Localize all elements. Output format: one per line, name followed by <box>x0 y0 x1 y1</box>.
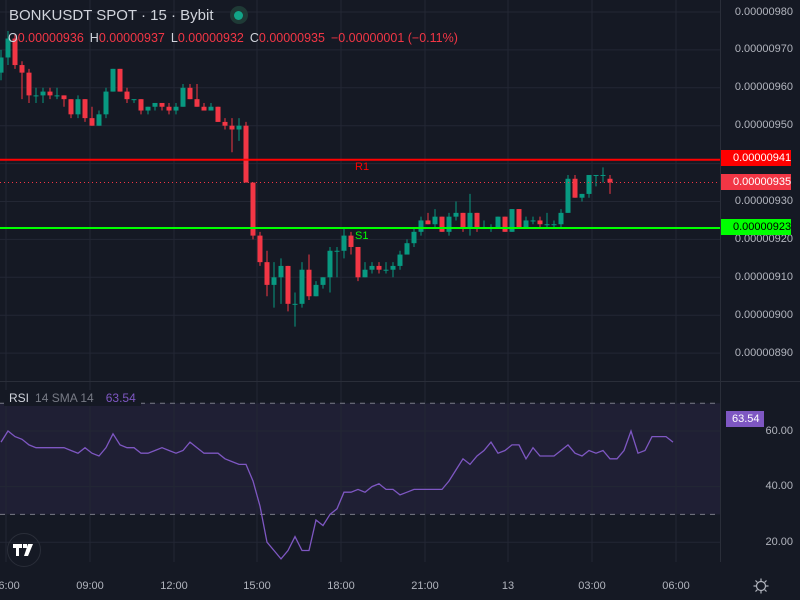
price-scale[interactable]: 0.00000980 0.00000970 0.00000960 0.00000… <box>720 0 800 562</box>
price-tick: 0.00000900 <box>734 309 793 321</box>
time-tick: 06:00 <box>0 580 20 592</box>
s1-label: S1 <box>355 230 369 242</box>
rsi-chart[interactable] <box>0 382 720 562</box>
ohlc-legend: O0.00000936 H0.00000937 L0.00000932 C0.0… <box>8 31 458 45</box>
low-label: L <box>170 31 178 45</box>
time-tick: 06:00 <box>662 580 690 592</box>
rsi-value-tag: 63.54 <box>726 411 764 427</box>
low-value: 0.00000932 <box>177 31 244 45</box>
price-tick: 0.00000950 <box>734 119 793 131</box>
time-tick: 18:00 <box>327 580 355 592</box>
price-tick: 0.00000890 <box>734 347 793 359</box>
change-value: −0.00000001 (−0.11%) <box>330 31 458 45</box>
rsi-tick: 20.00 <box>765 536 793 548</box>
open-value: 0.00000936 <box>17 31 84 45</box>
time-tick: 12:00 <box>160 580 188 592</box>
price-tick: 0.00000980 <box>734 6 793 18</box>
price-tick: 0.00000920 <box>734 233 793 245</box>
price-tick: 0.00000930 <box>734 195 793 207</box>
rsi-legend[interactable]: RSI 14 SMA 14 63.54 <box>4 390 141 406</box>
market-open-status-icon[interactable] <box>229 6 248 24</box>
price-tick: 0.00000960 <box>734 81 793 93</box>
open-label: O <box>8 31 18 45</box>
close-value: 0.00000935 <box>258 31 325 45</box>
time-axis[interactable]: 06:00 09:00 12:00 15:00 18:00 21:00 13 0… <box>0 562 800 600</box>
time-tick: 21:00 <box>411 580 439 592</box>
pane-divider[interactable] <box>0 381 800 382</box>
time-tick: 13 <box>501 580 515 592</box>
r1-label: R1 <box>355 161 370 173</box>
last-price-tag: 0.00000935 <box>721 174 791 190</box>
symbol-label[interactable]: BONKUSDT SPOT · 15 · Bybit <box>9 6 214 24</box>
settings-gear-icon[interactable] <box>753 578 769 594</box>
s1-price-tag: 0.00000923 <box>721 219 791 235</box>
candlestick-chart[interactable] <box>0 0 720 381</box>
r1-price-tag: 0.00000941 <box>721 150 791 166</box>
rsi-tick: 40.00 <box>765 480 793 492</box>
high-value: 0.00000937 <box>98 31 165 45</box>
high-label: H <box>89 31 99 45</box>
time-tick: 15:00 <box>243 580 271 592</box>
time-tick: 09:00 <box>76 580 104 592</box>
price-tick: 0.00000910 <box>734 271 793 283</box>
chart-title: BONKUSDT SPOT · 15 · Bybit <box>9 6 248 24</box>
tradingview-logo-icon[interactable] <box>7 533 41 567</box>
price-chart-pane[interactable] <box>0 0 720 381</box>
price-tick: 0.00000970 <box>734 43 793 55</box>
time-tick: 03:00 <box>578 580 606 592</box>
rsi-tick: 60.00 <box>765 425 793 437</box>
rsi-params: 14 SMA 14 <box>35 391 94 405</box>
rsi-value: 63.54 <box>105 391 136 405</box>
rsi-name: RSI <box>9 391 30 405</box>
rsi-pane[interactable] <box>0 382 720 562</box>
close-label: C <box>249 31 259 45</box>
